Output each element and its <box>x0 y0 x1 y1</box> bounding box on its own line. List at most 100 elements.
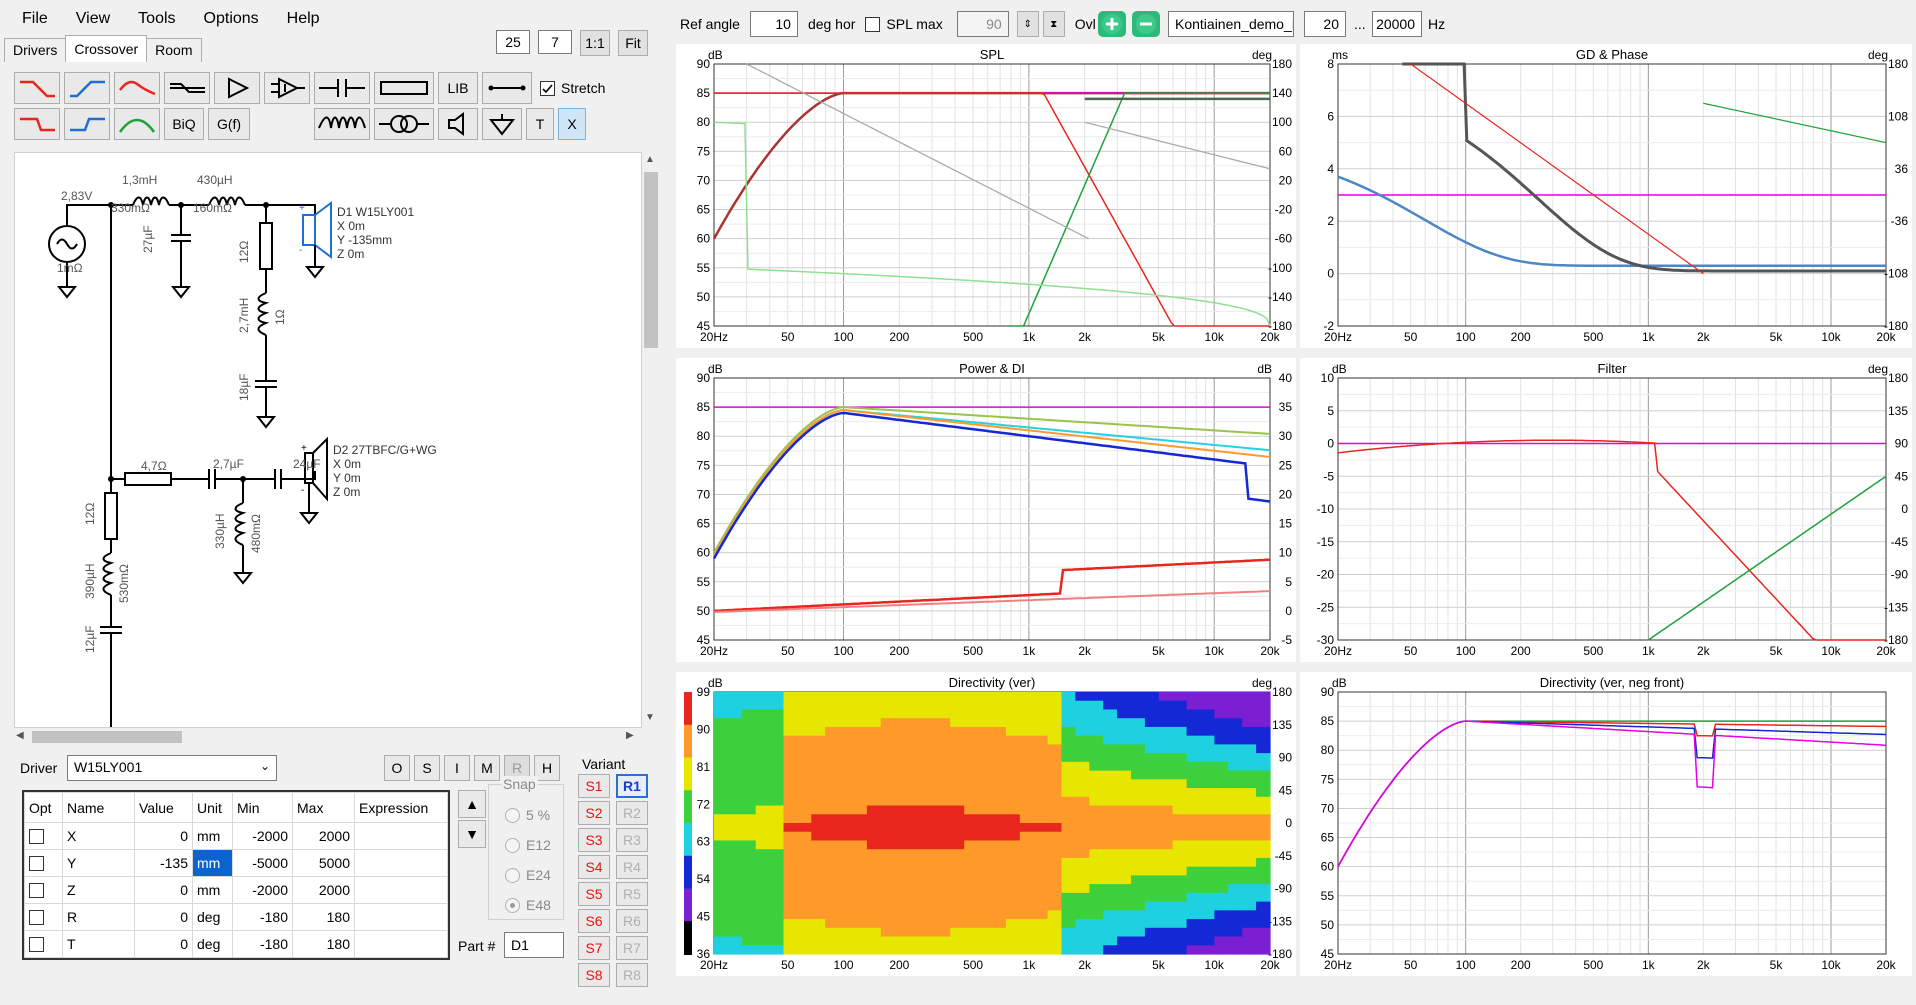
scroll-up-icon[interactable]: ▲ <box>645 154 655 165</box>
variant-s5-button[interactable]: S5 <box>578 882 610 906</box>
power-di-plot[interactable]: Power & DI dB dB 90 85 80 75 70 65 60 55 50 45 40 35 30… <box>676 358 1296 662</box>
zoom-value-b[interactable]: 7 <box>538 30 572 54</box>
inductor-button[interactable] <box>314 108 370 140</box>
library-button[interactable]: LIB <box>438 72 478 104</box>
param-value[interactable]: 0 <box>134 930 193 958</box>
gf-button[interactable]: G(f) <box>208 108 250 140</box>
text-tool-button[interactable]: T <box>526 108 554 140</box>
vertical-scroll-thumb[interactable] <box>644 172 658 348</box>
param-expression[interactable] <box>354 930 448 958</box>
menu-tools[interactable]: Tools <box>138 10 176 27</box>
move-up-button[interactable]: ▲ <box>458 790 486 818</box>
directivity-neg-plot[interactable]: Directivity (ver, neg front) dB 90 85 80 75 70… <box>1300 672 1912 976</box>
menu-file[interactable]: File <box>22 10 48 27</box>
table-row[interactable]: T 0 deg -180 180 <box>24 930 448 958</box>
menu-options[interactable]: Options <box>203 10 259 27</box>
zoom-value-a[interactable]: 25 <box>496 30 530 54</box>
variant-s2-button[interactable]: S2 <box>578 801 610 825</box>
variant-s1-button[interactable]: S1 <box>578 774 610 798</box>
param-expression[interactable] <box>354 849 448 877</box>
radio-icon[interactable] <box>505 837 520 853</box>
schematic-vertical-scrollbar[interactable]: ▲ ▼ <box>642 152 660 728</box>
zoom-fit-button[interactable]: Fit <box>618 30 648 56</box>
m-button[interactable]: M <box>474 755 500 781</box>
tab-drivers[interactable]: Drivers <box>4 38 67 62</box>
param-expression[interactable] <box>354 903 448 931</box>
opt-checkbox[interactable] <box>29 883 44 899</box>
spl-max-input[interactable]: 90 <box>956 11 1009 37</box>
speaker-button[interactable] <box>438 108 478 140</box>
transformer-button[interactable] <box>374 108 434 140</box>
opt-checkbox[interactable] <box>29 856 44 872</box>
horizontal-scroll-thumb[interactable] <box>32 731 182 743</box>
param-value[interactable]: 0 <box>134 903 193 931</box>
param-max[interactable]: 2000 <box>292 822 355 850</box>
param-value[interactable]: -135 <box>134 849 193 877</box>
x-tool-button[interactable]: X <box>558 108 586 140</box>
driver-select[interactable]: W15LY001 ⌄ <box>67 755 277 781</box>
opt-checkbox[interactable] <box>29 829 44 845</box>
scroll-down-icon[interactable]: ▼ <box>645 712 655 723</box>
scroll-left-icon[interactable]: ◀ <box>16 730 24 741</box>
radio-icon[interactable] <box>505 807 520 823</box>
h-button[interactable]: H <box>534 755 560 781</box>
freq-min-input[interactable]: 20 <box>1304 11 1346 37</box>
opamp-button[interactable] <box>264 72 310 104</box>
variant-r8-button[interactable]: R8 <box>616 963 648 987</box>
variant-s6-button[interactable]: S6 <box>578 909 610 933</box>
snap-5pct[interactable]: 5 % <box>505 807 550 823</box>
scroll-right-icon[interactable]: ▶ <box>626 730 634 741</box>
param-value[interactable]: 0 <box>134 876 193 904</box>
bandpass-green-button[interactable] <box>114 108 160 140</box>
snap-e24[interactable]: E24 <box>505 867 551 883</box>
table-row[interactable]: Y -135 mm -5000 5000 <box>24 849 448 877</box>
stretch-checkbox[interactable] <box>540 80 555 96</box>
remove-overlay-button[interactable] <box>1132 11 1160 37</box>
param-max[interactable]: 2000 <box>292 876 355 904</box>
schematic-canvas[interactable]: + - + - 2,83V 1mΩ 1,3mH 330mΩ 430µH 160m… <box>14 152 642 728</box>
param-min[interactable]: -5000 <box>232 849 293 877</box>
param-expression[interactable] <box>354 876 448 904</box>
param-min[interactable]: -2000 <box>232 876 293 904</box>
directivity-plot[interactable]: Directivity (ver) dB deg 99 90 81 72 63 54 45 36 18… <box>676 672 1296 976</box>
opt-checkbox[interactable] <box>29 937 44 953</box>
variant-s7-button[interactable]: S7 <box>578 936 610 960</box>
variant-r7-button[interactable]: R7 <box>616 936 648 960</box>
wire-button[interactable] <box>482 72 532 104</box>
radio-icon[interactable] <box>505 867 520 883</box>
zoom-1to1-button[interactable]: 1:1 <box>580 30 610 56</box>
part-input[interactable]: D1 <box>504 932 564 958</box>
opt-checkbox[interactable] <box>29 910 44 926</box>
param-unit[interactable]: mm <box>192 876 233 904</box>
spl-max-spinner[interactable]: ⇕ <box>1016 11 1039 37</box>
radio-selected-icon[interactable] <box>505 897 520 913</box>
param-max[interactable]: 5000 <box>292 849 355 877</box>
shelf-button[interactable] <box>164 72 210 104</box>
s-button[interactable]: S <box>414 755 440 781</box>
menu-view[interactable]: View <box>75 10 111 27</box>
resistor-button[interactable] <box>374 72 434 104</box>
biquad-button[interactable]: BiQ <box>164 108 204 140</box>
param-min[interactable]: -2000 <box>232 822 293 850</box>
variant-r6-button[interactable]: R6 <box>616 909 648 933</box>
table-row[interactable]: Z 0 mm -2000 2000 <box>24 876 448 904</box>
spl-max-auto-button[interactable]: ⧗ <box>1042 11 1065 37</box>
param-max[interactable]: 180 <box>292 930 355 958</box>
param-value[interactable]: 0 <box>134 822 193 850</box>
param-unit[interactable]: mm <box>192 822 233 850</box>
snap-e12[interactable]: E12 <box>505 837 551 853</box>
variant-r3-button[interactable]: R3 <box>616 828 648 852</box>
param-unit[interactable]: deg <box>192 930 233 958</box>
ground-button[interactable] <box>482 108 522 140</box>
schematic-horizontal-scrollbar[interactable]: ◀ ▶ <box>14 728 642 746</box>
lowpass-red-2-button[interactable] <box>14 108 60 140</box>
param-expression[interactable] <box>354 822 448 850</box>
ref-angle-input[interactable]: 10 <box>749 11 798 37</box>
variant-r1-button[interactable]: R1 <box>616 774 648 798</box>
spl-plot[interactable]: SPL dB deg 90 85 80 75 70 65 60 55 50 45 180 140 100 60 2… <box>676 44 1296 348</box>
menu-help[interactable]: Help <box>286 10 320 27</box>
move-down-button[interactable]: ▼ <box>458 820 486 848</box>
highpass-blue-button[interactable] <box>64 72 110 104</box>
buffer-button[interactable] <box>214 72 260 104</box>
i-button[interactable]: I <box>444 755 470 781</box>
